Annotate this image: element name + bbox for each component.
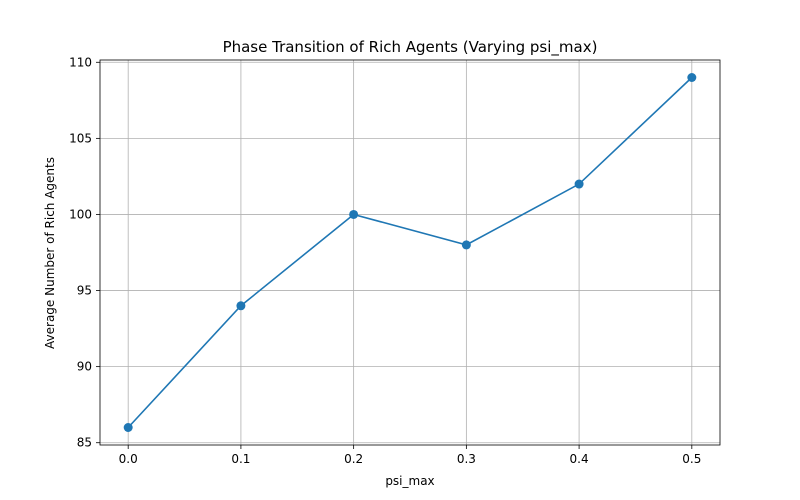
y-tick-label: 105 — [69, 131, 92, 145]
data-point — [461, 240, 471, 250]
data-point — [236, 301, 246, 311]
x-tick-label: 0.3 — [457, 452, 476, 466]
data-point — [123, 423, 133, 432]
chart-title: Phase Transition of Rich Agents (Varying… — [223, 38, 598, 57]
axes: 0.0 0.1 0.2 0.3 0.4 0.5 85 90 95 100 105 110 — [69, 55, 721, 466]
data-point — [574, 179, 584, 189]
x-tick-label: 0.4 — [570, 452, 589, 466]
y-tick-label: 110 — [69, 55, 92, 69]
plot-frame — [99, 59, 721, 446]
grid — [100, 60, 720, 445]
x-tick-label: 0.5 — [682, 452, 701, 466]
y-axis-label: Average Number of Rich Agents — [43, 157, 57, 349]
y-tick-label: 85 — [77, 436, 92, 450]
x-tick-label: 0.1 — [231, 452, 250, 466]
y-tick-label: 90 — [77, 360, 92, 374]
y-tick-label: 100 — [69, 207, 92, 221]
series-line — [127, 76, 693, 429]
x-tick-label: 0.2 — [344, 452, 363, 466]
data-point — [349, 209, 359, 219]
series-layer — [123, 73, 697, 432]
x-tick-label: 0.0 — [119, 452, 138, 466]
x-axis-label: psi_max — [385, 474, 434, 488]
y-tick-label: 95 — [77, 284, 92, 298]
data-point — [687, 73, 697, 82]
